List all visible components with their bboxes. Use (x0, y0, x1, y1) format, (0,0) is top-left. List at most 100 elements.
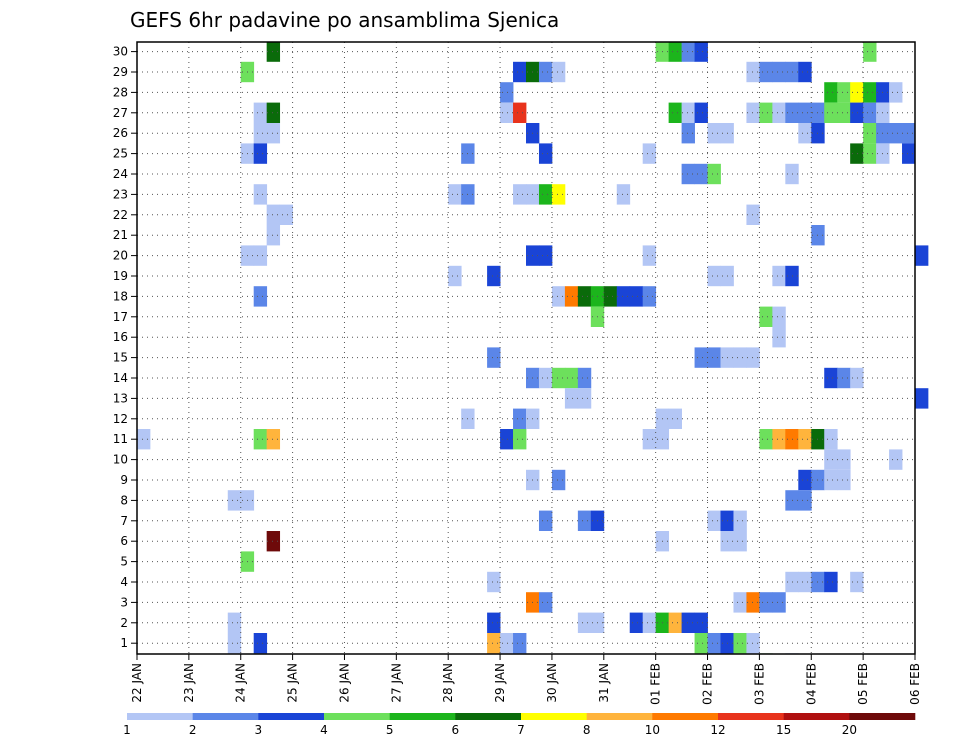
heatmap-cell (487, 265, 501, 287)
heatmap-cell (837, 449, 851, 470)
heatmap-cell (668, 42, 682, 62)
heatmap-cell (538, 367, 553, 389)
heatmap-cell (513, 633, 527, 654)
heatmap-cell (837, 82, 851, 103)
heatmap-cell (824, 82, 838, 103)
heatmap-cell (707, 510, 721, 531)
heatmap-cell (694, 102, 708, 123)
heatmap-cell (772, 61, 786, 83)
heatmap-cell (513, 408, 527, 429)
heatmap-cell (889, 82, 903, 103)
heatmap-cell (616, 286, 631, 307)
legend-label: 3 (255, 723, 263, 737)
heatmap-cell (733, 510, 747, 531)
y-tick-label: 25 (113, 147, 128, 161)
heatmap-cell (253, 123, 268, 144)
heatmap-cell (513, 61, 527, 83)
x-tick-label: 25 JAN (286, 663, 300, 703)
heatmap-cell (681, 123, 695, 144)
heatmap-cell (824, 571, 838, 593)
heatmap-cell (266, 102, 281, 123)
x-tick-label: 24 JAN (234, 663, 248, 703)
y-tick-label: 27 (113, 106, 128, 120)
heatmap-cell (850, 143, 864, 164)
heatmap-cell (707, 123, 721, 144)
heatmap-cell (707, 633, 721, 654)
legend-swatch (586, 713, 653, 720)
x-axis: 22 JAN 23 JAN 24 JAN 25 JAN 26 JAN 27 JAN 28 J… (130, 654, 922, 705)
y-tick-label: 19 (113, 269, 128, 283)
legend-label: 15 (776, 723, 791, 737)
heatmap-cell (746, 204, 760, 225)
heatmap-cell (551, 367, 566, 389)
x-tick-label: 23 JAN (182, 663, 196, 703)
heatmap-cell (798, 61, 812, 83)
heatmap-cell (837, 367, 851, 389)
x-tick-label: 29 JAN (493, 663, 507, 703)
heatmap-cell (266, 429, 281, 450)
y-tick-label: 29 (113, 65, 128, 79)
heatmap-cell (746, 61, 760, 83)
heatmap-cell (448, 265, 462, 287)
heatmap-cell (668, 102, 682, 123)
y-tick-label: 28 (113, 85, 128, 99)
y-tick-label: 20 (113, 249, 128, 263)
heatmap-cell (577, 367, 592, 389)
heatmap-cell (668, 408, 682, 429)
legend-label: 2 (189, 723, 197, 737)
heatmap-cell (642, 429, 657, 450)
heatmap-cell (681, 102, 695, 123)
legend-swatch (521, 713, 587, 720)
heatmap-cell (707, 347, 721, 368)
heatmap-cell (642, 245, 657, 266)
heatmap-cell (733, 531, 747, 552)
heatmap-cell (487, 571, 501, 593)
heatmap-cell (487, 633, 501, 654)
y-tick-label: 7 (120, 514, 128, 528)
heatmap-cell (772, 306, 786, 327)
heatmap-cell (642, 143, 657, 164)
y-tick-label: 8 (120, 493, 128, 507)
y-tick-label: 12 (113, 412, 128, 426)
heatmap-cell (694, 347, 708, 368)
x-tick-label: 05 FEB (856, 663, 870, 705)
heatmap-cell (538, 184, 553, 205)
heatmap-cell (733, 592, 747, 613)
x-tick-label: 01 FEB (649, 663, 663, 705)
heatmap-cell (137, 429, 151, 450)
y-tick-label: 21 (113, 228, 128, 242)
heatmap-cell (889, 449, 903, 470)
heatmap-cell (889, 123, 903, 144)
heatmap-cell (538, 143, 553, 164)
legend-swatch (324, 713, 390, 720)
heatmap-cell (500, 633, 514, 654)
heatmap-cell (253, 143, 268, 164)
legend-swatch (127, 713, 193, 720)
y-tick-label: 16 (113, 330, 128, 344)
heatmap-cell (500, 82, 514, 103)
heatmap-cell (253, 102, 268, 123)
heatmap-cell (798, 123, 812, 144)
heatmap-cell (564, 388, 579, 409)
y-tick-label: 5 (120, 555, 128, 569)
heatmap-cell (487, 612, 501, 633)
y-tick-label: 11 (113, 432, 128, 446)
heatmap-cell (253, 429, 268, 450)
heatmap-cell (694, 612, 708, 633)
heatmap-cell (279, 204, 293, 225)
heatmap-cell (513, 184, 527, 205)
legend-swatch (455, 713, 522, 720)
heatmap-cell (551, 61, 566, 83)
heatmap-cell (577, 388, 592, 409)
heatmap-cell (707, 265, 721, 287)
heatmap-cell (772, 429, 786, 450)
heatmap-cell (746, 633, 760, 654)
legend-label: 4 (320, 723, 328, 737)
heatmap-cell (266, 123, 281, 144)
heatmap-cell (824, 367, 838, 389)
legend-swatch (258, 713, 325, 720)
heatmap-cell (253, 633, 268, 654)
x-tick-label: 27 JAN (389, 663, 403, 703)
y-tick-label: 3 (120, 595, 128, 609)
heatmap-cell (798, 490, 812, 511)
